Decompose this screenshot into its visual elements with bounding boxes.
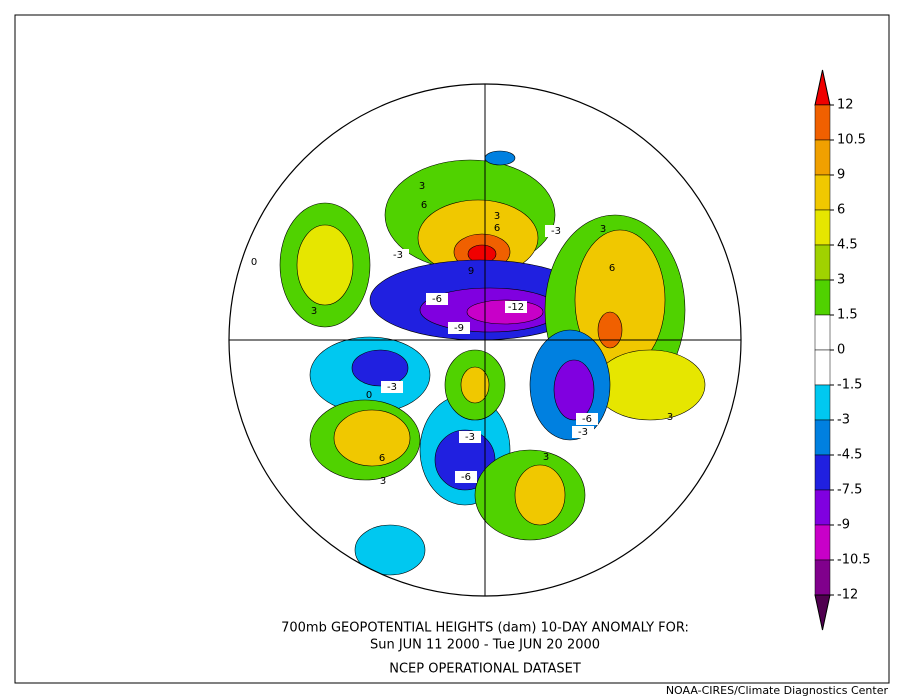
contour-label: -3 [387,382,397,393]
colorbar-label: 12 [837,98,854,113]
contour-label: 6 [609,263,615,274]
colorbar-segment [814,384,831,421]
colorbar-segment [814,349,831,386]
contour-label: -3 [465,432,475,443]
colorbar-label: 3 [837,273,845,288]
contour-label: -3 [578,427,588,438]
contour-label: -9 [454,323,464,334]
colorbar-segment [814,279,831,316]
map-border [228,83,742,597]
colorbar-label: -3 [837,413,850,428]
contour-label-box [426,293,448,305]
colorbar-label: 0 [837,343,845,358]
contour-label-box [505,301,527,313]
contour-label: 0 [251,257,257,268]
title-line: NCEP OPERATIONAL DATASET [389,662,581,677]
contour-label: 0 [366,390,372,401]
contour-label: 3 [311,306,317,317]
colorbar-label: -7.5 [837,483,862,498]
contour-label: -3 [551,226,561,237]
contour-label-box [572,426,594,438]
colorbar-label: 1.5 [837,308,858,323]
colorbar-label: 6 [837,203,845,218]
contour-label: -3 [393,250,403,261]
contour-label: 3 [667,412,673,423]
colorbar-segment [814,139,831,176]
contour-label-box [576,413,598,425]
contour-label: -12 [508,302,524,313]
colorbar-label: 4.5 [837,238,858,253]
colorbar-label: 10.5 [837,133,866,148]
contour-label: 3 [419,181,425,192]
colorbar-label: -1.5 [837,378,862,393]
title-line: 700mb GEOPOTENTIAL HEIGHTS (dam) 10-DAY … [281,621,689,636]
frame [14,14,890,684]
colorbar-cap [814,594,831,631]
contour-label: -6 [461,472,471,483]
contour-label: 3 [600,224,606,235]
contour-label: 6 [421,200,427,211]
colorbar-segment [814,419,831,456]
contour-label: -6 [582,414,592,425]
contour-label: -6 [432,294,442,305]
title-line: Sun JUN 11 2000 - Tue JUN 20 2000 [370,638,600,653]
colorbar-label: -4.5 [837,448,862,463]
contour-label-box [459,431,481,443]
colorbar-segment [814,244,831,281]
contour-label: 3 [380,476,386,487]
colorbar-label: -9 [837,518,850,533]
contour-label-box [455,471,477,483]
colorbar-cap [814,69,831,106]
colorbar-segment [814,174,831,211]
colorbar-segment [814,209,831,246]
colorbar-label: -10.5 [837,553,871,568]
contour-label-box [545,225,567,237]
credit: NOAA-CIRES/Climate Diagnostics Center [666,684,889,697]
contour-label: 9 [468,266,474,277]
colorbar-label: -12 [837,588,858,603]
contour-label-box [381,381,403,393]
colorbar-segment [814,489,831,526]
contour-label-box [448,322,470,334]
contour-label: 3 [543,452,549,463]
colorbar-segment [814,104,831,141]
map [229,84,741,596]
contour-label: 3 [494,211,500,222]
contour-label: 6 [379,453,385,464]
colorbar-segment [814,454,831,491]
colorbar-segment [814,524,831,561]
colorbar-segment [814,314,831,351]
colorbar-label: 9 [837,168,845,183]
colorbar-segment [814,559,831,596]
contour-label: 6 [494,223,500,234]
contour-label-box [387,249,409,261]
